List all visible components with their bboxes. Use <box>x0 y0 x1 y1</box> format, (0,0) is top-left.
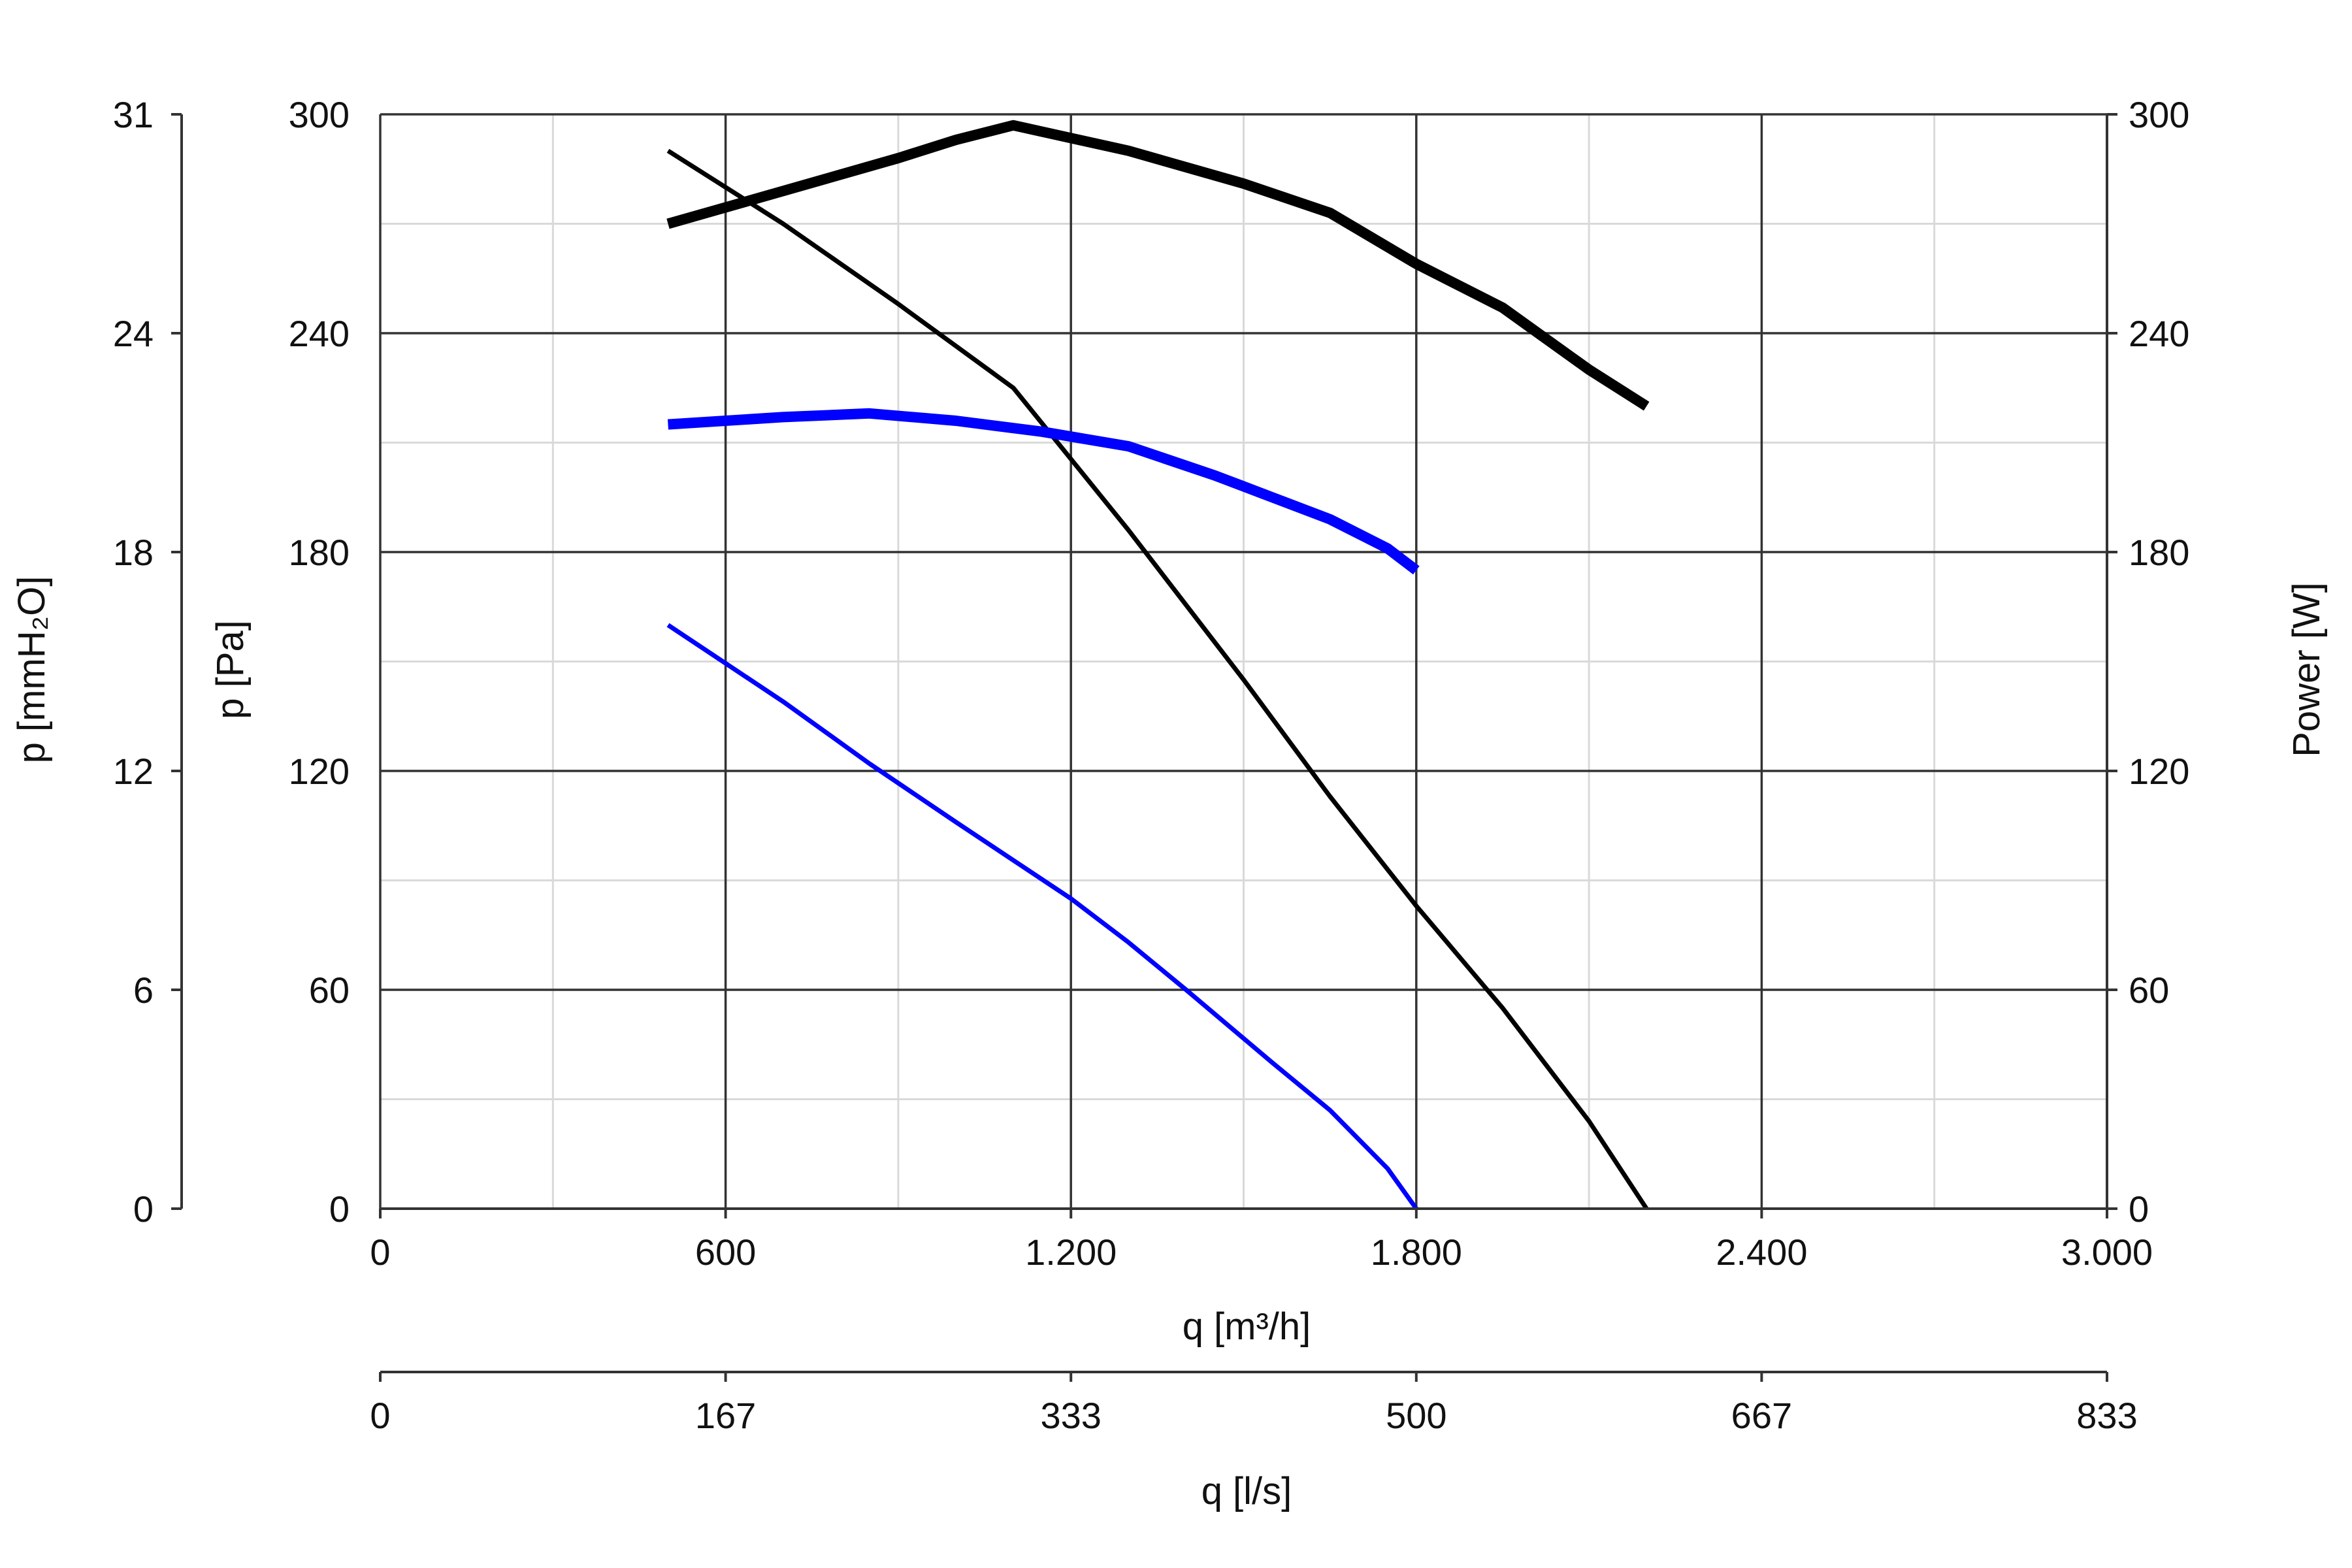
series-line-3 <box>667 408 1420 575</box>
series-line-1 <box>666 120 1650 411</box>
x2-tick-label: 167 <box>695 1395 756 1436</box>
x2-tick-label: 667 <box>1731 1395 1792 1436</box>
x-axis-title: q [m³/h] <box>1183 1305 1311 1348</box>
y-tick-label: 0 <box>329 1188 350 1230</box>
x2-tick-label: 333 <box>1040 1395 1101 1436</box>
x-tick-label: 600 <box>695 1232 756 1273</box>
y-tick-label: 60 <box>309 970 350 1011</box>
y3-axis-title: p [mmH₂O] <box>10 576 53 764</box>
y-tick-label: 120 <box>289 751 350 792</box>
series-line-2 <box>666 623 1418 1211</box>
grid-layer <box>379 113 2108 1210</box>
x-tick-label: 0 <box>370 1232 390 1273</box>
y2-axis-title: Power [W] <box>2285 582 2328 757</box>
y3-tick-label: 6 <box>133 970 154 1011</box>
y3-tick-label: 0 <box>133 1188 154 1230</box>
x2-tick-label: 500 <box>1386 1395 1446 1436</box>
x2-tick-label: 0 <box>370 1395 390 1436</box>
series-layer <box>666 120 1650 1211</box>
x-tick-label: 2.400 <box>1716 1232 1807 1273</box>
y-tick-label: 300 <box>289 94 350 135</box>
y-tick-label: 240 <box>289 313 350 354</box>
x2-tick-label: 833 <box>2076 1395 2137 1436</box>
y2-tick-label: 60 <box>2129 970 2169 1011</box>
x-tick-label: 1.800 <box>1371 1232 1462 1273</box>
y2-tick-label: 180 <box>2129 532 2189 573</box>
axis-titles: q [m³/h] q [l/s] p [Pa] Power [W] p [mmH… <box>10 576 2328 1512</box>
y2-tick-label: 300 <box>2129 94 2189 135</box>
x-tick-label: 3.000 <box>2061 1232 2153 1273</box>
y2-tick-label: 240 <box>2129 313 2189 354</box>
y3-tick-label: 24 <box>113 313 154 354</box>
y3-tick-label: 31 <box>113 94 154 135</box>
y2-tick-label: 0 <box>2129 1188 2149 1230</box>
y3-tick-label: 12 <box>113 751 154 792</box>
y2-tick-label: 120 <box>2129 751 2189 792</box>
series-line-0 <box>666 148 1649 1210</box>
x-tick-label: 1.200 <box>1025 1232 1117 1273</box>
y3-tick-label: 18 <box>113 532 154 573</box>
x2-axis-title: q [l/s] <box>1201 1470 1292 1512</box>
y-axis-title: p [Pa] <box>209 620 252 719</box>
y-tick-label: 180 <box>289 532 350 573</box>
